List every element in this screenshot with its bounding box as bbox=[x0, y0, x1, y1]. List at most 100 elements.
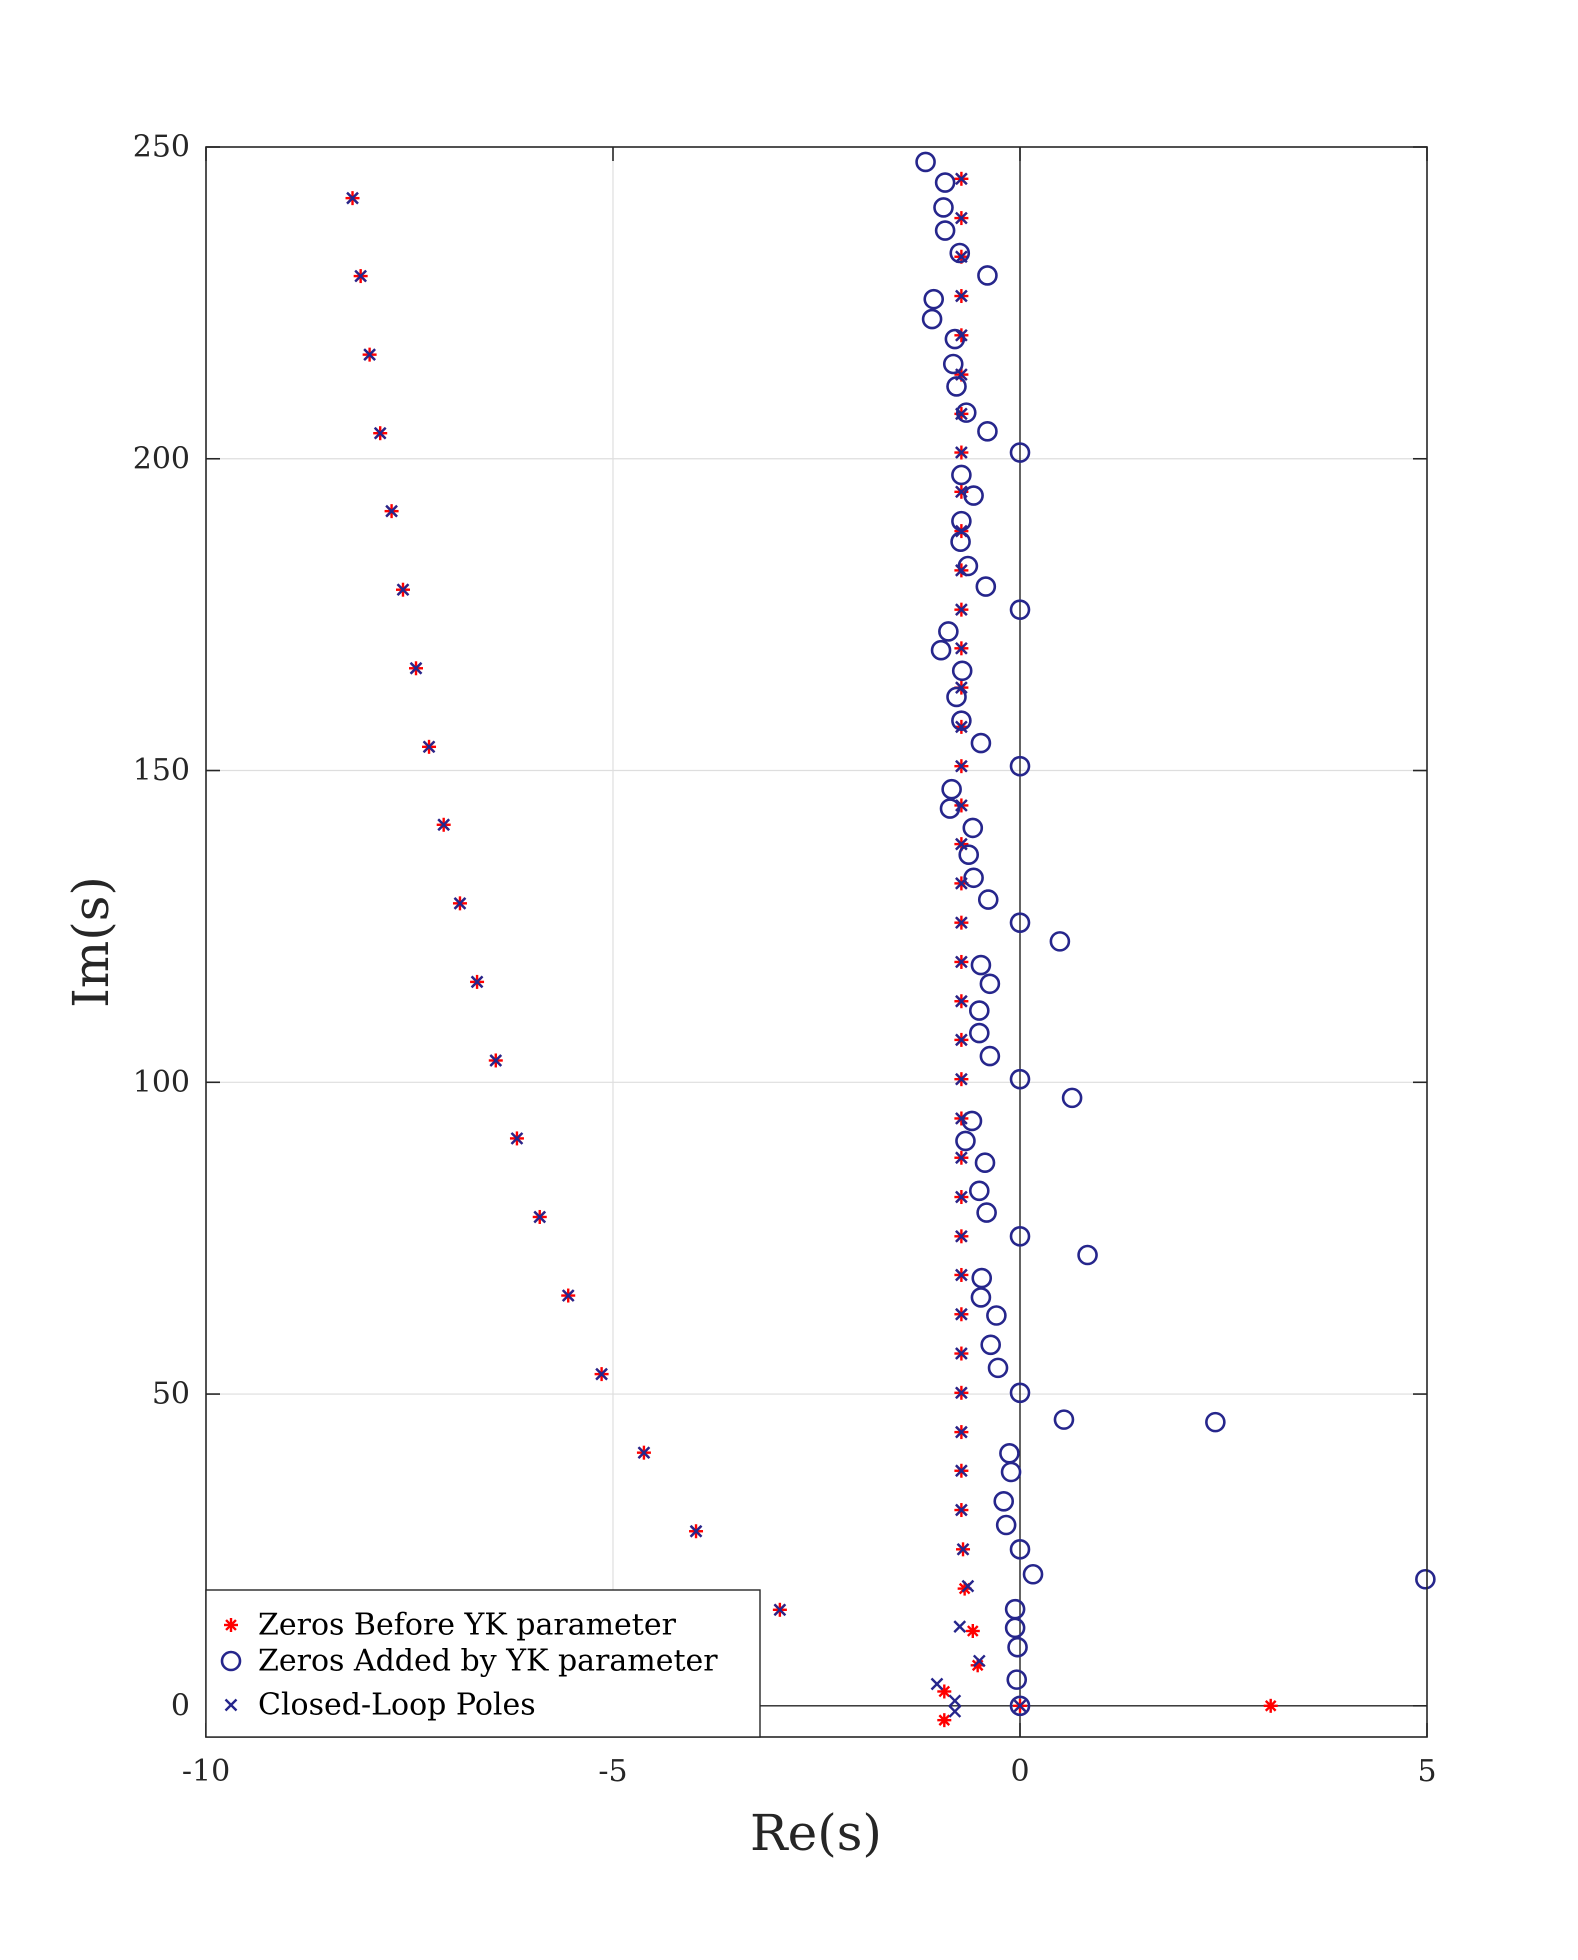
zero-added-marker bbox=[979, 973, 1001, 995]
zero-added-marker bbox=[995, 1514, 1017, 1536]
legend-entry-zeros-before: Zeros Before YK parameter bbox=[258, 1608, 677, 1643]
y-tick-label: 0 bbox=[171, 1688, 190, 1723]
x-tick-label: 5 bbox=[1417, 1754, 1436, 1789]
legend-box bbox=[205, 1589, 761, 1738]
x-tick-label: -5 bbox=[598, 1754, 627, 1789]
zero-added-marker bbox=[968, 1000, 990, 1021]
legend-entry-zeros-added: Zeros Added by YK parameter bbox=[258, 1644, 718, 1679]
axes-box bbox=[205, 146, 1428, 1738]
closed-loop-pole-marker bbox=[955, 877, 968, 890]
closed-loop-pole-marker bbox=[346, 191, 359, 205]
zero-added-marker bbox=[968, 1022, 990, 1044]
zero-added-marker bbox=[962, 817, 984, 839]
closed-loop-pole-marker bbox=[354, 269, 368, 283]
y-tick-label: 250 bbox=[133, 130, 190, 165]
closed-loop-pole-marker bbox=[773, 1603, 787, 1617]
closed-loop-pole-marker bbox=[956, 1542, 970, 1556]
closed-loop-pole-marker bbox=[955, 1190, 968, 1204]
closed-loop-pole-marker bbox=[955, 720, 968, 734]
closed-loop-pole-marker bbox=[955, 446, 968, 459]
zero-added-marker bbox=[955, 402, 977, 423]
zero-added-marker bbox=[977, 889, 999, 910]
closed-loop-pole-marker bbox=[955, 485, 968, 499]
zero-added-marker bbox=[977, 265, 998, 286]
closed-loop-pole-marker bbox=[955, 681, 968, 694]
closed-loop-pole-marker bbox=[385, 504, 398, 518]
closed-loop-pole-marker bbox=[930, 1677, 944, 1691]
zero-added-marker bbox=[951, 660, 973, 682]
zero-added-marker bbox=[930, 639, 952, 661]
zero-added-marker bbox=[1007, 1636, 1028, 1658]
zero-added-marker bbox=[986, 1305, 1007, 1326]
closed-loop-pole-marker bbox=[955, 603, 968, 617]
closed-loop-pole-marker bbox=[972, 1654, 986, 1668]
zero-added-marker bbox=[1077, 1244, 1098, 1266]
zero-added-marker bbox=[921, 308, 943, 330]
closed-loop-pole-marker bbox=[955, 328, 968, 342]
zero-added-marker bbox=[968, 1180, 990, 1202]
closed-loop-pole-marker bbox=[955, 1033, 968, 1047]
closed-loop-pole-marker bbox=[955, 1386, 968, 1400]
y-tick-label: 150 bbox=[133, 753, 190, 788]
closed-loop-pole-marker bbox=[955, 1151, 968, 1165]
zero-added-marker bbox=[1009, 912, 1031, 933]
x-tick-label: 0 bbox=[1010, 1754, 1029, 1789]
closed-loop-pole-marker bbox=[955, 172, 968, 186]
closed-loop-pole-marker bbox=[955, 368, 968, 381]
y-axis-title: Im(s) bbox=[62, 876, 120, 1008]
legend-marker-poles bbox=[224, 1698, 238, 1712]
closed-loop-pole-marker bbox=[955, 641, 968, 655]
zero-added-marker bbox=[979, 1045, 1001, 1067]
legend-marker-zeros-before bbox=[224, 1618, 238, 1632]
zero-added-marker bbox=[941, 778, 962, 800]
closed-loop-pole-marker bbox=[955, 1503, 968, 1517]
closed-loop-pole-marker bbox=[955, 759, 968, 773]
zero-added-marker bbox=[933, 197, 954, 218]
zero-added-marker bbox=[1006, 1669, 1028, 1690]
zero-added-marker bbox=[971, 1267, 993, 1289]
closed-loop-pole-marker bbox=[470, 975, 484, 989]
zero-added-marker bbox=[1009, 1382, 1031, 1404]
zero-added-marker bbox=[1053, 1409, 1075, 1430]
closed-loop-pole-marker bbox=[955, 1307, 968, 1321]
zero-added-marker bbox=[970, 1287, 992, 1308]
zero-added-marker bbox=[1009, 1539, 1031, 1560]
zero-before-marker bbox=[937, 1713, 952, 1728]
plot-area bbox=[205, 146, 1436, 1738]
zero-before-marker bbox=[1263, 1698, 1278, 1713]
y-tick-label: 50 bbox=[152, 1377, 190, 1412]
zero-added-marker bbox=[957, 555, 979, 577]
zero-added-marker bbox=[934, 220, 956, 241]
closed-loop-pole-marker bbox=[1013, 1699, 1027, 1713]
closed-loop-pole-marker bbox=[955, 994, 968, 1008]
zero-added-marker bbox=[955, 1130, 976, 1152]
closed-loop-pole-marker bbox=[955, 1072, 968, 1086]
closed-loop-pole-marker bbox=[955, 524, 968, 538]
closed-loop-pole-marker bbox=[510, 1132, 524, 1145]
zero-added-marker bbox=[1061, 1087, 1083, 1109]
closed-loop-pole-marker bbox=[955, 250, 968, 264]
zero-added-marker bbox=[1000, 1461, 1022, 1483]
closed-loop-pole-marker bbox=[955, 1464, 968, 1478]
zero-added-marker bbox=[977, 421, 998, 442]
closed-loop-pole-marker bbox=[955, 1229, 968, 1243]
closed-loop-pole-marker bbox=[637, 1446, 651, 1460]
closed-loop-pole-marker bbox=[422, 740, 436, 754]
y-tick-label: 200 bbox=[133, 441, 190, 476]
zero-added-marker bbox=[951, 464, 972, 486]
closed-loop-pole-marker bbox=[373, 426, 387, 440]
closed-loop-pole-marker bbox=[533, 1210, 547, 1224]
closed-loop-pole-marker bbox=[955, 916, 968, 930]
zero-added-marker bbox=[958, 844, 980, 866]
closed-loop-pole-marker bbox=[363, 348, 376, 361]
closed-loop-pole-marker bbox=[955, 1425, 968, 1439]
zero-added-marker bbox=[934, 172, 956, 193]
zero-added-marker bbox=[1415, 1568, 1436, 1590]
zero-added-marker bbox=[1022, 1563, 1044, 1585]
legend-entry-poles: Closed-Loop Poles bbox=[258, 1688, 536, 1723]
closed-loop-pole-marker bbox=[489, 1054, 503, 1067]
zero-added-marker bbox=[1009, 755, 1031, 777]
zero-added-marker bbox=[970, 732, 992, 754]
